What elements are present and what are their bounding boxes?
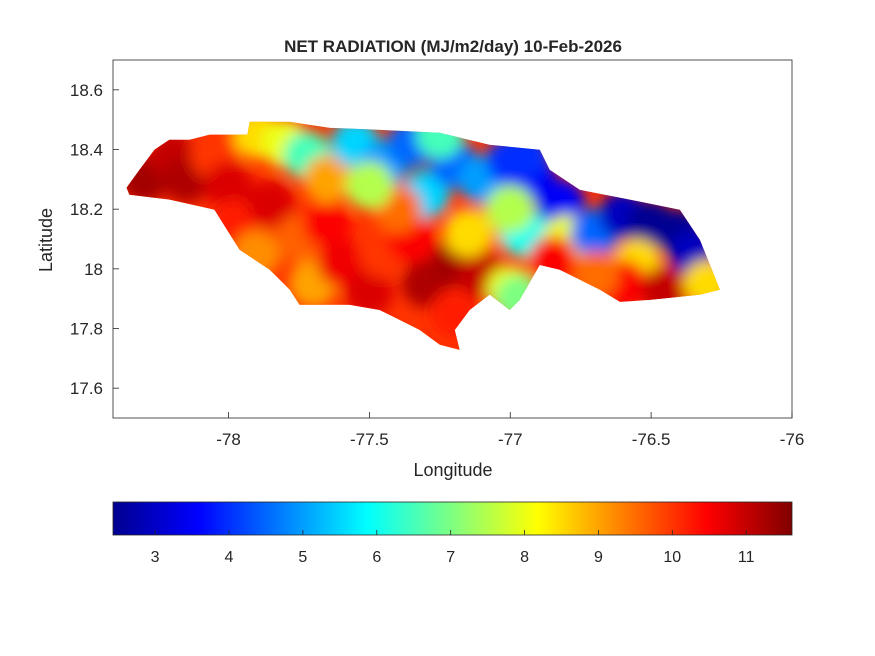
y-tick-label: 18.6 xyxy=(70,81,103,100)
x-tick-label: -77.5 xyxy=(350,430,389,449)
heatmap-cell xyxy=(303,200,352,249)
heatmap-cell xyxy=(303,155,352,204)
heatmap-cell xyxy=(246,179,295,228)
colorbar-tick-label: 11 xyxy=(738,549,755,566)
heatmap-cell xyxy=(536,179,585,228)
colorbar-tick-label: 5 xyxy=(298,549,307,566)
y-tick-label: 18.4 xyxy=(70,141,103,160)
x-tick-label: -77 xyxy=(498,430,523,449)
y-tick-label: 17.8 xyxy=(70,320,103,339)
colorbar-tick-label: 9 xyxy=(594,549,603,566)
heatmap-cell xyxy=(486,185,535,234)
colorbar-tick-label: 8 xyxy=(520,549,529,566)
heatmap-cell xyxy=(345,161,394,210)
x-tick-label: -76.5 xyxy=(632,430,671,449)
x-tick-label: -76 xyxy=(780,430,805,449)
x-axis-label: Longitude xyxy=(413,460,492,480)
colorbar-tick-label: 6 xyxy=(372,549,381,566)
y-axis-label: Latitude xyxy=(36,208,56,272)
colorbar xyxy=(112,501,793,536)
colorbar-tick-label: 10 xyxy=(663,549,681,566)
y-tick-label: 17.6 xyxy=(70,379,103,398)
y-tick-label: 18.2 xyxy=(70,200,103,219)
heatmap-cell xyxy=(443,209,492,258)
colorbar-tick-label: 7 xyxy=(446,549,455,566)
heatmap-cell xyxy=(345,268,394,317)
y-tick-label: 18 xyxy=(84,260,103,279)
chart-title: NET RADIATION (MJ/m2/day) 10-Feb-2026 xyxy=(284,37,622,56)
heatmap-cell xyxy=(204,161,253,210)
colorbar-tick-label: 3 xyxy=(151,549,160,566)
x-tick-label: -78 xyxy=(216,430,241,449)
colorbar-tick-label: 4 xyxy=(225,549,234,566)
heatmap-cell xyxy=(317,238,366,287)
